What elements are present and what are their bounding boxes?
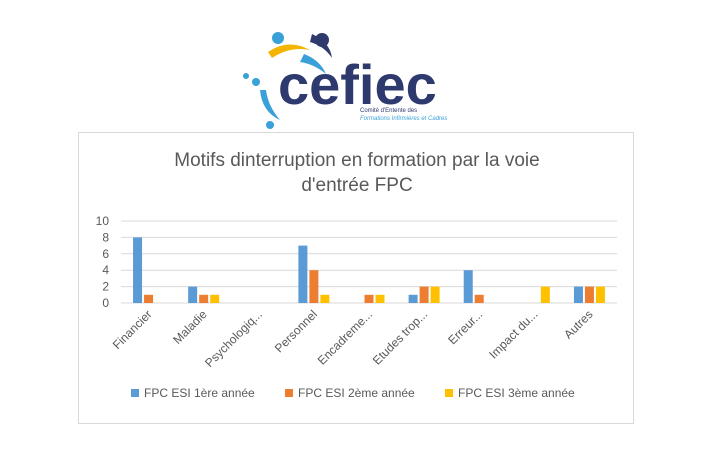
y-tick-label: 10	[96, 214, 110, 228]
category-label: Psychologiq...	[202, 307, 265, 370]
legend-label: FPC ESI 3ème année	[458, 386, 575, 400]
bar	[320, 294, 330, 303]
y-axis-ticks: 0 2 4 6 8 10	[96, 214, 110, 310]
bar	[419, 286, 429, 303]
logo-swoosh-navy	[310, 34, 332, 58]
bar	[408, 294, 418, 303]
category-label: Erreur...	[445, 307, 485, 347]
bar	[584, 286, 594, 303]
legend-swatch	[445, 389, 453, 397]
legend-swatch	[131, 389, 139, 397]
logo-wordmark: ceﬁec	[278, 53, 437, 116]
bars	[133, 237, 605, 303]
category-label: Impact du...	[486, 307, 540, 361]
y-tick-label: 2	[102, 280, 109, 294]
legend-label: FPC ESI 1ère année	[144, 386, 255, 400]
bar	[474, 294, 484, 303]
logo-swoosh-blue	[300, 54, 326, 74]
bar	[309, 270, 319, 303]
bar	[210, 294, 220, 303]
bar	[540, 286, 550, 303]
logo-dot-1	[272, 32, 284, 44]
category-label: Etudes trop...	[370, 307, 430, 367]
bar	[595, 286, 605, 303]
bar-chart: Motifs dinterruption en formation par la…	[96, 150, 617, 400]
bar	[144, 294, 154, 303]
logo-swoosh-yellow	[268, 44, 310, 58]
chart-container: Motifs dinterruption en formation par la…	[78, 132, 634, 424]
chart-title-line-2: d'entrée FPC	[301, 175, 412, 196]
category-label: Encadreme...	[315, 307, 375, 367]
bar	[364, 294, 374, 303]
logo-subtitle-1: Comité d'Entente des	[360, 108, 417, 114]
bar	[199, 294, 209, 303]
bar	[430, 286, 440, 303]
category-label: Personnel	[272, 307, 320, 355]
ceﬁec-logo: ceﬁec Comité d'Entente des Formations In…	[243, 32, 447, 129]
logo-dot-3	[243, 73, 249, 79]
category-label: Maladie	[170, 307, 210, 347]
legend-swatch	[285, 389, 293, 397]
y-tick-label: 0	[102, 296, 109, 310]
legend-label: FPC ESI 2ème année	[298, 386, 415, 400]
bar	[298, 245, 308, 303]
chart-title-line-1: Motifs dinterruption en formation par la…	[174, 150, 539, 171]
y-tick-label: 6	[102, 247, 109, 261]
logo-dot-4	[252, 78, 260, 86]
category-label: Financier	[110, 307, 155, 352]
logo-swoosh-blue-2	[260, 90, 280, 120]
logo-dot-5	[266, 121, 274, 129]
bar	[375, 294, 385, 303]
y-tick-label: 4	[102, 263, 109, 277]
y-tick-label: 8	[102, 230, 109, 244]
bar	[573, 286, 583, 303]
bar	[188, 286, 198, 303]
category-label: Autres	[561, 307, 595, 341]
logo-subtitle-2: Formations Infirmières et Cadres	[360, 116, 447, 122]
bar	[463, 270, 473, 303]
legend: FPC ESI 1ère année FPC ESI 2ème année FPC …	[131, 386, 575, 400]
bar	[133, 237, 143, 303]
